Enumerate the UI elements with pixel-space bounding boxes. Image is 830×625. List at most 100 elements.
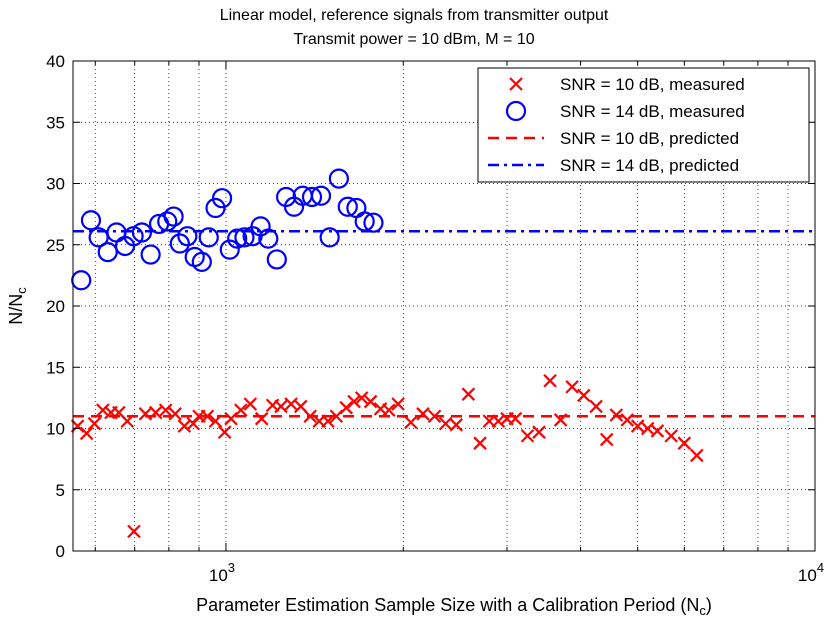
x-marker-stroke xyxy=(87,416,102,431)
x-marker-stroke xyxy=(148,405,163,420)
legend-symbol-x xyxy=(509,77,523,91)
x-marker-stroke xyxy=(677,436,692,450)
predicted-lines xyxy=(73,230,815,418)
legend-label: SNR = 10 dB, measured xyxy=(560,75,745,94)
legend-box xyxy=(477,67,810,183)
y-axis-label-main: N/N xyxy=(6,294,26,325)
axis-ticks: 0 5 10 15 20 25 30 35 40 103 104 xyxy=(46,52,824,585)
x-marker-stroke xyxy=(599,432,614,447)
legend: SNR = 10 dB, measured SNR = 14 dB, measur… xyxy=(477,67,810,183)
x-marker-stroke xyxy=(520,429,535,443)
x-marker-stroke xyxy=(565,380,579,394)
x-marker-stroke xyxy=(158,403,173,417)
y-tick-label: 5 xyxy=(56,481,65,500)
data-point-snr10-measured xyxy=(79,426,94,441)
data-point-snr10-measured xyxy=(404,415,418,430)
data-point-snr10-measured xyxy=(391,397,405,411)
data-point-snr14-measured xyxy=(234,227,255,248)
x-marker-stroke xyxy=(347,394,361,409)
x-marker-stroke xyxy=(177,419,192,433)
data-point-snr10-measured xyxy=(508,411,523,426)
data-point-snr14-measured xyxy=(198,227,219,248)
data-point-snr14-measured xyxy=(319,227,340,248)
data-point-snr10-measured xyxy=(650,424,665,438)
data-point-snr14-measured xyxy=(310,185,332,206)
x-marker-stroke xyxy=(79,426,94,441)
y-axis-label: N/Nc xyxy=(6,287,29,325)
y-tick-label: 10 xyxy=(46,420,65,439)
x-marker-stroke xyxy=(138,407,153,421)
x-marker-stroke xyxy=(284,397,298,411)
data-point-snr10-measured xyxy=(186,416,201,431)
data-point-snr14-measured xyxy=(211,188,233,209)
x-marker-stroke xyxy=(96,403,110,417)
x-tick-label: 103 xyxy=(209,560,235,585)
data-point-snr14-measured xyxy=(88,227,109,248)
data-point-snr14-measured xyxy=(363,212,384,233)
y-tick-label: 20 xyxy=(46,297,65,316)
x-marker-stroke xyxy=(70,419,85,433)
x-marker-stroke xyxy=(243,397,258,411)
data-point-snr10-measured xyxy=(427,409,442,424)
data-point-snr14-measured xyxy=(163,206,184,227)
x-marker-stroke xyxy=(127,524,141,539)
x-marker-stroke xyxy=(630,419,645,433)
x-marker-stroke xyxy=(532,425,546,439)
data-point-snr10-measured xyxy=(363,394,378,409)
data-point-snr10-measured xyxy=(96,403,110,417)
y-tick-label: 30 xyxy=(46,175,65,194)
data-point-snr10-measured xyxy=(274,399,288,414)
x-marker-stroke xyxy=(217,425,232,439)
data-point-snr10-measured xyxy=(243,397,258,411)
x-marker-stroke xyxy=(589,399,603,414)
data-point-snr10-measured xyxy=(284,397,298,411)
data-point-snr10-measured xyxy=(416,407,430,421)
data-point-snr14-measured xyxy=(157,211,178,232)
chart-title-line-2: Transmit power = 10 dBm, M = 10 xyxy=(293,31,534,48)
data-point-snr14-measured xyxy=(191,251,212,272)
data-markers xyxy=(70,168,704,539)
chart-title-line-1: Linear model, reference signals from tra… xyxy=(220,7,609,24)
legend-label: SNR = 10 dB, predicted xyxy=(560,129,739,148)
grid xyxy=(73,61,815,551)
data-point-snr10-measured xyxy=(168,407,182,421)
x-marker-stroke xyxy=(339,400,353,415)
data-point-snr10-measured xyxy=(565,380,579,394)
x-marker-stroke xyxy=(254,411,269,426)
x-marker-stroke xyxy=(576,388,591,403)
x-marker-stroke xyxy=(491,414,506,428)
data-point-snr10-measured xyxy=(520,429,535,443)
data-point-snr10-measured xyxy=(127,524,141,539)
data-point-snr10-measured xyxy=(70,419,85,433)
data-point-snr14-measured xyxy=(354,211,375,232)
x-marker-stroke xyxy=(321,414,335,428)
x-marker-stroke xyxy=(274,399,288,414)
data-point-snr10-measured xyxy=(599,432,614,447)
data-point-snr14-measured xyxy=(266,249,287,270)
data-point-snr10-measured xyxy=(543,373,557,388)
data-point-snr10-measured xyxy=(303,409,317,424)
x-marker-stroke xyxy=(120,414,135,428)
data-point-snr10-measured xyxy=(158,403,173,417)
x-marker-stroke xyxy=(650,424,665,438)
data-point-snr10-measured xyxy=(491,414,506,428)
x-marker-stroke xyxy=(620,413,635,427)
data-point-snr10-measured xyxy=(532,425,546,439)
x-marker-stroke xyxy=(473,436,487,450)
data-point-snr14-measured xyxy=(140,244,161,265)
data-point-snr14-measured xyxy=(301,186,323,208)
data-point-snr10-measured xyxy=(354,391,369,405)
data-point-snr10-measured xyxy=(620,413,635,427)
x-marker-stroke xyxy=(168,407,182,421)
x-axis-label-end: ) xyxy=(706,595,712,615)
data-point-snr14-measured xyxy=(227,228,248,249)
data-point-snr10-measured xyxy=(177,419,192,433)
data-point-snr10-measured xyxy=(208,414,223,428)
x-marker-stroke xyxy=(112,405,126,420)
x-axis-label-main: Parameter Estimation Sample Size with a … xyxy=(196,595,699,615)
y-tick-label: 0 xyxy=(56,542,65,561)
data-point-snr14-measured xyxy=(258,228,279,249)
x-marker-stroke xyxy=(640,421,655,436)
x-marker-stroke xyxy=(404,415,418,430)
